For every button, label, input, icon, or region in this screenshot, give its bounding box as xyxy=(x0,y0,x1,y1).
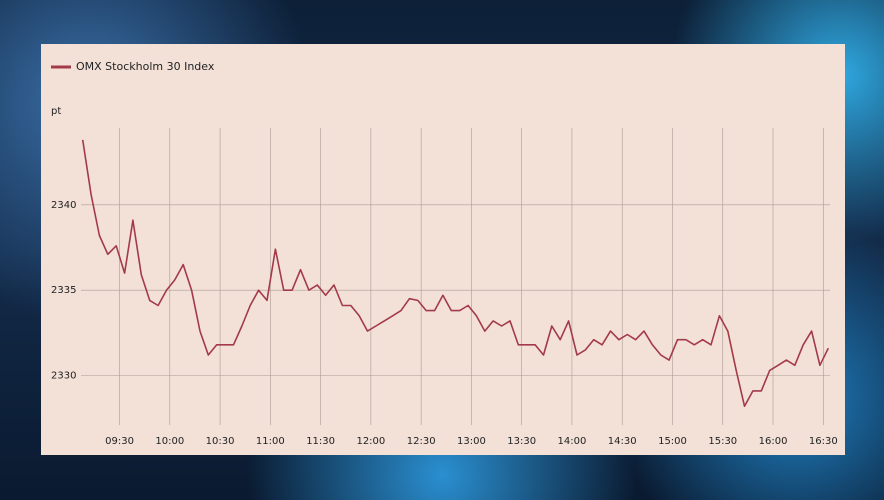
chart-panel: pt 2330 2335 2340 09:30 10:00 10:30 11:00 11:30… xyxy=(41,44,845,455)
chart: pt 2330 2335 2340 09:30 10:00 10:30 11:00 11:30… xyxy=(51,60,838,447)
y-tick-label: 2335 xyxy=(51,285,76,296)
y-tick-label: 2330 xyxy=(51,371,76,382)
x-tick-label: 10:30 xyxy=(206,436,235,447)
x-tick-label: 11:00 xyxy=(256,436,285,447)
x-tick-label: 13:30 xyxy=(507,436,536,447)
x-tick-label: 10:00 xyxy=(155,436,184,447)
x-tick-label: 15:00 xyxy=(658,436,687,447)
line-series xyxy=(81,139,830,407)
x-tick-label: 13:00 xyxy=(457,436,486,447)
legend-label: OMX Stockholm 30 Index xyxy=(76,60,215,73)
x-tick-label: 16:00 xyxy=(759,436,788,447)
x-tick-label: 09:30 xyxy=(105,436,134,447)
y-axis-label: pt xyxy=(51,106,61,117)
x-tick-label: 11:30 xyxy=(306,436,335,447)
x-tick-label: 14:00 xyxy=(558,436,587,447)
x-tick-label: 12:00 xyxy=(356,436,385,447)
y-tick-label: 2340 xyxy=(51,200,76,211)
x-tick-label: 12:30 xyxy=(407,436,436,447)
x-tick-label: 15:30 xyxy=(708,436,737,447)
x-tick-label: 16:30 xyxy=(809,436,838,447)
x-tick-label: 14:30 xyxy=(608,436,637,447)
